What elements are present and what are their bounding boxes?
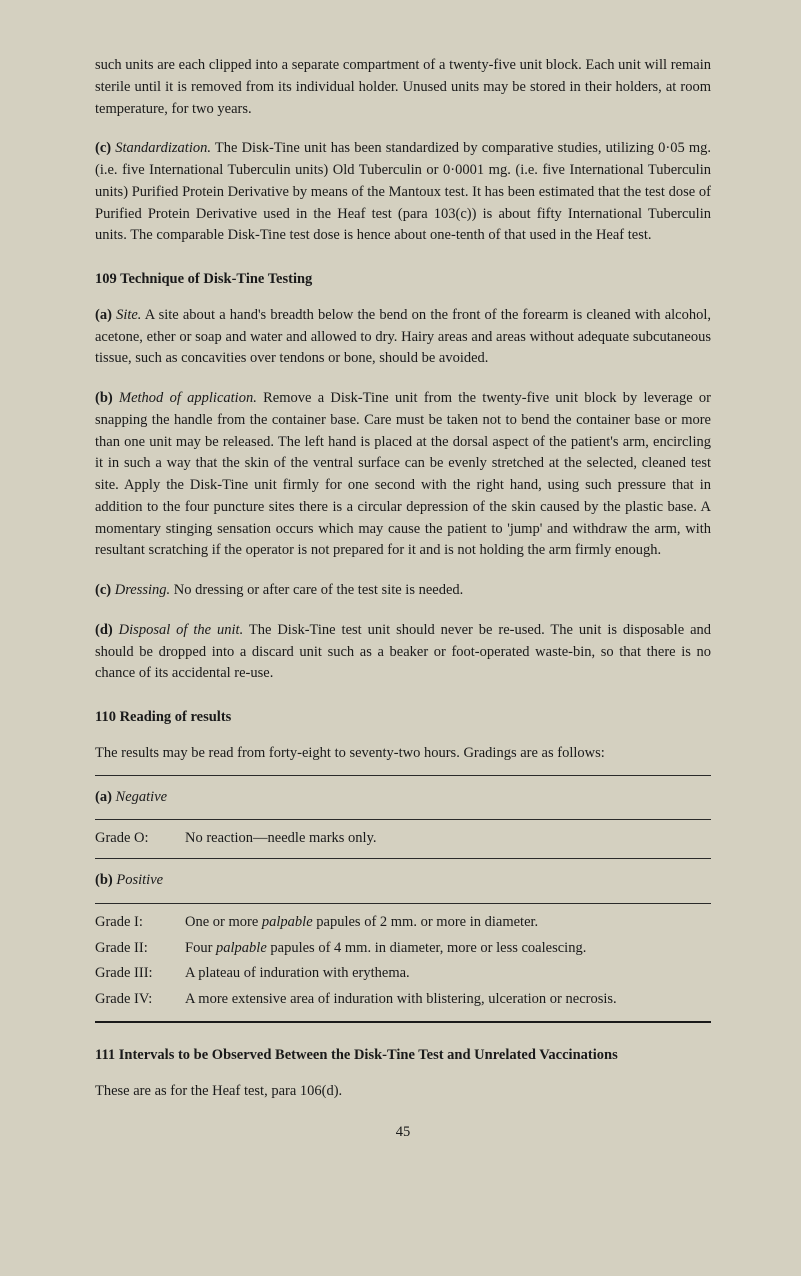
grade-iv-desc: A more extensive area of induration with… [185, 989, 711, 1011]
italic-negative: Negative [116, 789, 168, 805]
row-negative-header: (a) Negative [95, 782, 711, 814]
paragraph-c-standardization: (c) Standardization. The Disk-Tine unit … [95, 138, 711, 247]
grade-iv-label: Grade IV: [95, 989, 185, 1011]
paragraph-111: These are as for the Heaf test, para 106… [95, 1081, 711, 1103]
label-109a: (a) [95, 307, 112, 323]
grade-ii-label: Grade II: [95, 938, 185, 960]
italic-standardization: Standardization. [115, 140, 211, 156]
italic-dressing: Dressing. [115, 582, 170, 598]
paragraph-109a: (a) Site. A site about a hand's breadth … [95, 305, 711, 370]
label-109d: (d) [95, 622, 113, 638]
heading-110: 110 Reading of results [95, 707, 711, 729]
page-number: 45 [95, 1122, 711, 1144]
grade-iii-label: Grade III: [95, 963, 185, 985]
row-positive-header: (b) Positive [95, 865, 711, 897]
divider [95, 819, 711, 820]
grade-o-desc: No reaction—needle marks only. [185, 828, 711, 850]
label-c: (c) [95, 140, 111, 156]
grade-iii-desc: A plateau of induration with erythema. [185, 963, 711, 985]
italic-method: Method of application. [119, 390, 257, 406]
paragraph-109d: (d) Disposal of the unit. The Disk-Tine … [95, 620, 711, 685]
paragraph-109b: (b) Method of application. Remove a Disk… [95, 388, 711, 562]
label-neg: (a) [95, 789, 112, 805]
text-109b: Remove a Disk-Tine unit from the twenty-… [95, 390, 711, 558]
paragraph-intro: such units are each clipped into a separ… [95, 55, 711, 120]
text-109a: A site about a hand's breadth below the … [95, 307, 711, 367]
grade-ii-desc: Four palpable papules of 4 mm. in diamet… [185, 938, 711, 960]
label-pos: (b) [95, 872, 113, 888]
row-grade-iv: Grade IV: A more extensive area of indur… [95, 987, 711, 1013]
divider [95, 775, 711, 776]
row-grade-i: Grade I: One or more palpable papules of… [95, 910, 711, 936]
text-109c: No dressing or after care of the test si… [170, 582, 463, 598]
grade-i-desc: One or more palpable papules of 2 mm. or… [185, 912, 711, 934]
heading-111: 111 Intervals to be Observed Between the… [95, 1045, 711, 1067]
grade-o-label: Grade O: [95, 828, 185, 850]
row-grade-iii: Grade III: A plateau of induration with … [95, 961, 711, 987]
heading-109: 109 Technique of Disk-Tine Testing [95, 269, 711, 291]
italic-site: Site. [116, 307, 141, 323]
label-109c: (c) [95, 582, 111, 598]
italic-positive: Positive [116, 872, 163, 888]
paragraph-109c: (c) Dressing. No dressing or after care … [95, 580, 711, 602]
row-grade-o: Grade O: No reaction—needle marks only. [95, 826, 711, 852]
divider-thick [95, 1021, 711, 1023]
italic-disposal: Disposal of the unit. [119, 622, 244, 638]
grade-i-label: Grade I: [95, 912, 185, 934]
label-109b: (b) [95, 390, 113, 406]
divider [95, 903, 711, 904]
divider [95, 858, 711, 859]
paragraph-110-intro: The results may be read from forty-eight… [95, 743, 711, 765]
row-grade-ii: Grade II: Four palpable papules of 4 mm.… [95, 936, 711, 962]
